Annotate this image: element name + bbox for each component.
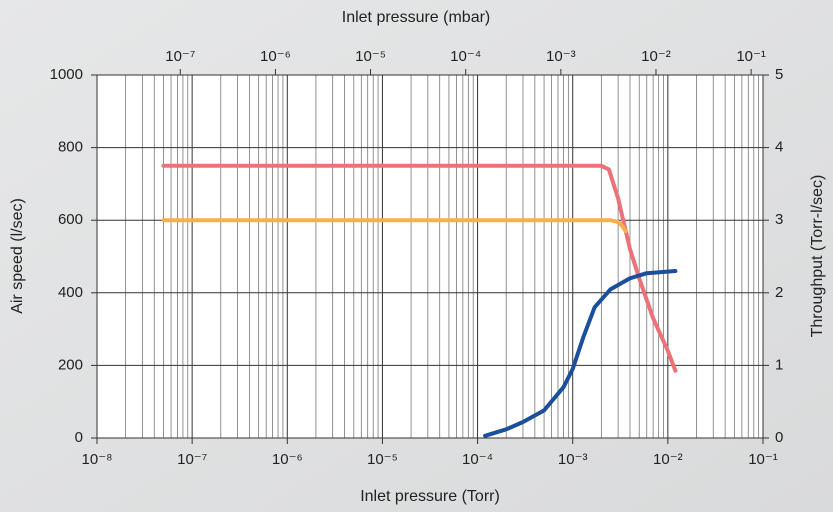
series-line: [161, 218, 628, 234]
y2-tick-label: 4: [775, 139, 783, 156]
x-tick-label: 10⁻²: [653, 451, 683, 468]
y-axis-label: Air speed (l/sec): [9, 198, 26, 314]
x-tick-label: 10⁻⁵: [367, 451, 398, 468]
x2-axis-label: Inlet pressure (mbar): [342, 9, 491, 26]
y-tick-label: 400: [58, 284, 83, 301]
y2-tick-label: 3: [775, 211, 783, 228]
y-tick-label: 600: [58, 211, 83, 228]
y-tick-label: 200: [58, 356, 83, 373]
x2-tick-label: 10⁻⁷: [165, 48, 195, 65]
series-line: [483, 269, 678, 438]
y2-tick-label: 0: [775, 429, 783, 446]
y2-tick-label: 1: [775, 356, 783, 373]
y2-axis-label: Throughput (Torr-l/sec): [809, 175, 826, 338]
x-tick-label: 10⁻³: [558, 451, 588, 468]
y-tick-label: 1000: [50, 66, 83, 83]
x2-tick-label: 10⁻⁵: [355, 48, 386, 65]
y-tick-label: 0: [75, 429, 83, 446]
y2-tick-label: 2: [775, 284, 783, 301]
x-axis-label: Inlet pressure (Torr): [360, 488, 500, 505]
x-tick-label: 10⁻⁴: [462, 451, 493, 468]
plot-area: [97, 75, 763, 438]
x2-tick-label: 10⁻⁶: [260, 48, 291, 65]
x2-tick-label: 10⁻³: [546, 48, 576, 65]
x2-tick-label: 10⁻⁴: [450, 48, 481, 65]
x2-tick-label: 10⁻¹: [736, 48, 766, 65]
plot-frame: [96, 74, 764, 439]
x2-tick-label: 10⁻²: [641, 48, 671, 65]
y2-tick-label: 5: [775, 66, 783, 83]
x-tick-label: 10⁻⁶: [272, 451, 303, 468]
y-tick-label: 800: [58, 139, 83, 156]
x-tick-label: 10⁻⁸: [82, 451, 113, 468]
x-tick-label: 10⁻⁷: [177, 451, 207, 468]
series-line: [161, 163, 678, 373]
x-tick-label: 10⁻¹: [748, 451, 778, 468]
